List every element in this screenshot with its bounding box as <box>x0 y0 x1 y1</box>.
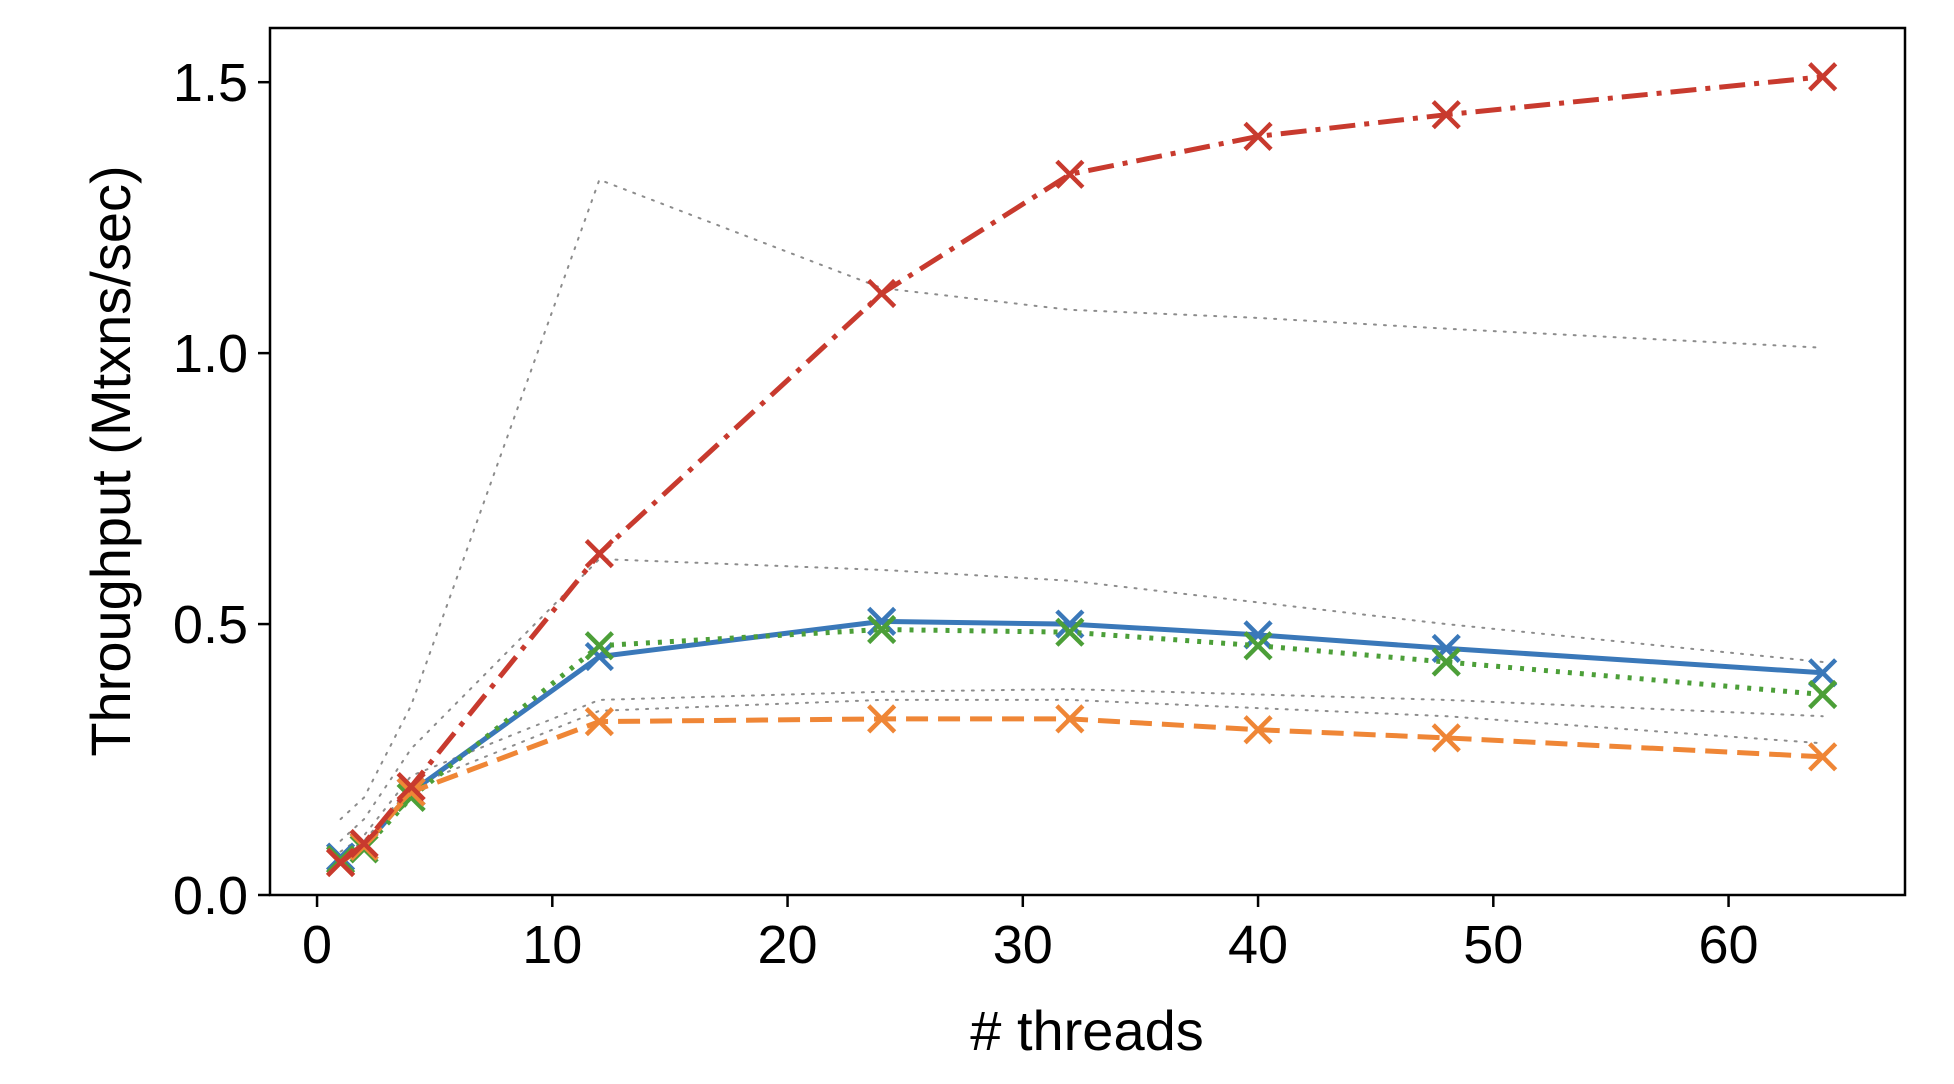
y-tick-label: 0.5 <box>173 595 248 655</box>
series-line <box>339 558 1824 842</box>
series <box>325 606 1838 872</box>
data-point-x-marker <box>1055 704 1085 734</box>
series-layer <box>325 62 1838 878</box>
data-point-x-marker <box>1431 633 1461 664</box>
data-point-x-marker <box>1808 679 1838 710</box>
series-line <box>339 716 1823 865</box>
y-axis-label: Throughput (Mtxns/sec) <box>79 165 142 756</box>
data-point-x-marker <box>584 641 614 672</box>
x-tick-label: 40 <box>1228 915 1288 975</box>
y-tick-label: 0.0 <box>173 866 248 926</box>
data-point-x-marker <box>867 278 897 309</box>
series-line <box>339 698 1824 859</box>
data-point-x-marker <box>1243 631 1273 661</box>
data-point-x-marker <box>1431 647 1461 677</box>
x-tick-label: 60 <box>1699 915 1759 975</box>
series-line <box>339 178 1824 821</box>
data-point-x-marker <box>1055 159 1085 189</box>
data-point-x-marker <box>1808 742 1838 772</box>
data-point-x-marker <box>584 631 614 661</box>
x-axis-label: # threads <box>970 999 1204 1062</box>
data-point-x-marker <box>325 847 356 878</box>
x-tick-label: 50 <box>1463 915 1523 975</box>
data-point-x-marker <box>584 707 614 737</box>
data-point-x-marker <box>1055 617 1085 647</box>
series-line <box>339 618 1823 860</box>
x-axis: 0 10 20 30 40 50 60 <box>302 895 1759 975</box>
data-point-x-marker <box>396 772 426 802</box>
reference-series <box>339 558 1824 842</box>
y-tick-label: 1.0 <box>173 324 248 384</box>
reference-series <box>339 688 1824 853</box>
data-point-x-marker <box>1431 723 1461 753</box>
data-point-x-marker <box>867 606 897 636</box>
reference-series <box>339 178 1824 821</box>
series-line <box>339 627 1823 863</box>
x-tick-label: 0 <box>302 915 332 975</box>
series <box>325 704 1838 878</box>
x-tick-label: 10 <box>522 915 582 975</box>
data-point-x-marker <box>1431 100 1461 130</box>
series-line <box>339 688 1824 853</box>
series-line <box>339 74 1823 865</box>
data-point-x-marker <box>1243 121 1273 151</box>
data-point-x-marker <box>867 614 897 645</box>
data-point-x-marker <box>1808 62 1838 92</box>
data-point-x-marker <box>1243 620 1273 650</box>
y-axis: 0.0 0.5 1.0 1.5 <box>173 53 270 926</box>
y-tick-label: 1.5 <box>173 53 248 113</box>
data-point-x-marker <box>584 539 614 569</box>
data-point-x-marker <box>349 828 379 859</box>
data-point-x-marker <box>867 704 897 734</box>
plot-frame <box>268 26 1907 897</box>
data-point-x-marker <box>1243 715 1273 745</box>
reference-series <box>339 698 1824 859</box>
data-point-x-marker <box>1808 658 1838 688</box>
series <box>325 62 1838 878</box>
x-tick-label: 20 <box>758 915 818 975</box>
x-tick-label: 30 <box>993 915 1053 975</box>
